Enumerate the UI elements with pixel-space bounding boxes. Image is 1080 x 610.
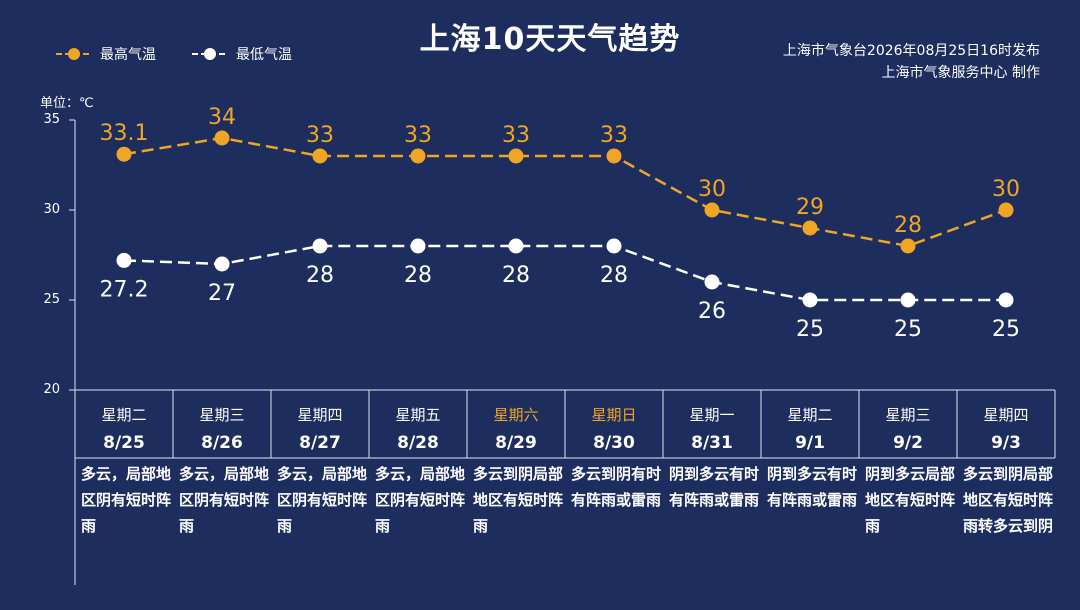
high-temp-label: 28 xyxy=(894,213,922,238)
high-temp-label: 30 xyxy=(698,177,726,202)
low-temp-label: 28 xyxy=(600,263,628,288)
source-line-2: 上海市气象服务中心 制作 xyxy=(881,65,1040,81)
high-temp-label: 33 xyxy=(502,123,530,148)
weekday-label: 星期四 xyxy=(983,406,1029,424)
date-label: 9/1 xyxy=(795,433,825,453)
legend-low: 最低气温 xyxy=(192,44,292,64)
weekday-label: 星期一 xyxy=(689,406,735,424)
date-label: 8/26 xyxy=(201,433,243,453)
high-temp-label: 30 xyxy=(992,177,1020,202)
low-temp-point xyxy=(998,292,1014,308)
low-temp-label: 26 xyxy=(698,299,726,324)
weather-description: 多云，局部地区阴有短时阵雨 xyxy=(277,465,368,535)
weekday-label: 星期二 xyxy=(101,406,147,424)
weather-description: 多云，局部地区阴有短时阵雨 xyxy=(179,465,270,535)
low-temp-line xyxy=(123,244,1006,302)
weather-description: 多云到阴有时有阵雨或雷雨 xyxy=(571,465,662,509)
weekday-label: 星期四 xyxy=(297,406,343,424)
date-label: 9/3 xyxy=(991,433,1021,453)
date-label: 8/28 xyxy=(397,433,439,453)
high-temp-point xyxy=(508,148,524,164)
low-temp-label: 28 xyxy=(306,263,334,288)
weather-description: 多云到阴局部地区有短时阵雨转多云到阴 xyxy=(963,465,1054,535)
low-temp-label: 25 xyxy=(992,317,1020,342)
date-label: 8/25 xyxy=(103,433,145,453)
low-temp-label: 27 xyxy=(208,281,236,306)
high-temp-label: 33 xyxy=(404,123,432,148)
weekday-label: 星期日 xyxy=(591,406,637,424)
low-temp-point xyxy=(704,274,720,290)
legend-high-label: 最高气温 xyxy=(100,47,156,63)
high-temp-line xyxy=(123,136,1007,248)
weather-description: 阴到多云局部地区有短时阵雨 xyxy=(865,465,956,535)
low-temp-point xyxy=(410,238,426,254)
page-title: 上海10天天气趋势 xyxy=(419,22,681,57)
high-temp-point xyxy=(116,146,132,162)
y-tick-label: 35 xyxy=(43,112,60,127)
high-temp-point xyxy=(704,202,720,218)
unit-label: 单位：℃ xyxy=(40,96,94,111)
low-temp-label: 25 xyxy=(796,317,824,342)
date-label: 8/30 xyxy=(593,433,635,453)
source-info: 上海市气象台2026年08月25日16时发布 上海市气象服务中心 制作 xyxy=(783,40,1040,84)
low-temp-point xyxy=(116,252,132,268)
date-label: 8/31 xyxy=(691,433,733,453)
low-temp-point xyxy=(900,292,916,308)
weather-description: 多云，局部地区阴有短时阵雨 xyxy=(375,465,466,535)
weather-description: 阴到多云有时有阵雨或雷雨 xyxy=(767,465,858,509)
low-temp-point xyxy=(214,256,230,272)
legend-low-marker-icon xyxy=(192,48,228,60)
weekday-label: 星期三 xyxy=(885,406,931,424)
low-temp-label: 28 xyxy=(404,263,432,288)
low-temp-label: 27.2 xyxy=(100,277,149,302)
weekday-label: 星期五 xyxy=(395,406,441,424)
y-tick-label: 25 xyxy=(43,292,60,307)
low-temp-point xyxy=(802,292,818,308)
y-tick-label: 30 xyxy=(43,202,60,217)
high-temp-point xyxy=(410,148,426,164)
weather-description: 阴到多云有时有阵雨或雷雨 xyxy=(669,465,760,509)
legend-low-label: 最低气温 xyxy=(236,47,292,63)
low-temp-point xyxy=(508,238,524,254)
high-temp-label: 34 xyxy=(208,105,236,130)
high-temp-label: 33.1 xyxy=(100,121,149,146)
date-label: 8/29 xyxy=(495,433,537,453)
high-temp-point xyxy=(312,148,328,164)
high-temp-point xyxy=(998,202,1014,218)
weekday-label: 星期六 xyxy=(493,406,539,424)
low-temp-point xyxy=(606,238,622,254)
high-temp-point xyxy=(802,220,818,236)
weekday-label: 星期三 xyxy=(199,406,245,424)
high-temp-point xyxy=(214,130,230,146)
legend-high: 最高气温 xyxy=(56,44,156,64)
weekday-label: 星期二 xyxy=(787,406,833,424)
high-temp-label: 33 xyxy=(306,123,334,148)
low-temp-label: 28 xyxy=(502,263,530,288)
y-tick-label: 20 xyxy=(43,382,60,397)
source-line-1: 上海市气象台2026年08月25日16时发布 xyxy=(782,43,1040,59)
high-temp-label: 33 xyxy=(600,123,628,148)
weather-description: 多云，局部地区阴有短时阵雨 xyxy=(81,465,172,535)
high-temp-label: 29 xyxy=(796,195,824,220)
high-temp-point xyxy=(606,148,622,164)
low-temp-point xyxy=(312,238,328,254)
legend-high-marker-icon xyxy=(56,48,92,60)
low-temp-label: 25 xyxy=(894,317,922,342)
weather-description: 多云到阴局部地区有短时阵雨 xyxy=(473,465,564,535)
high-temp-point xyxy=(900,238,916,254)
date-label: 8/27 xyxy=(299,433,341,453)
date-label: 9/2 xyxy=(893,433,923,453)
